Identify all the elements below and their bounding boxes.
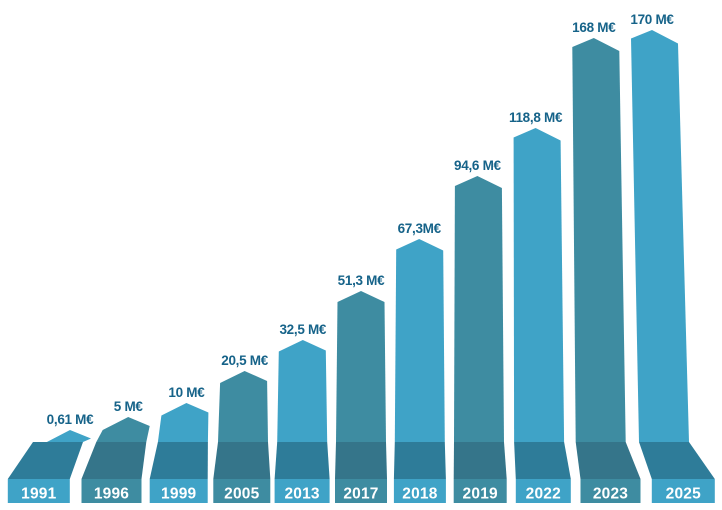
bar-body xyxy=(572,38,626,442)
bar-1996: 1996 5 M€ xyxy=(81,399,150,503)
bar-pedestal xyxy=(393,442,446,479)
bar-base xyxy=(213,479,271,503)
year-label: 2005 xyxy=(224,486,259,503)
year-label: 1996 xyxy=(94,486,129,503)
year-label: 1991 xyxy=(21,486,56,503)
year-label: 2022 xyxy=(526,486,561,503)
bar-body xyxy=(394,239,445,442)
year-label: 2013 xyxy=(284,486,319,503)
bar-1999: 1999 10 M€ xyxy=(149,385,209,503)
value-label: 170 M€ xyxy=(630,12,674,27)
year-label: 2025 xyxy=(666,486,701,503)
bar-pedestal xyxy=(335,442,387,479)
bar-1991: 1991 0,61 M€ xyxy=(7,412,94,503)
bar-body xyxy=(218,371,268,442)
value-label: 168 M€ xyxy=(572,20,616,35)
bar-pedestal xyxy=(274,442,330,479)
year-label: 1999 xyxy=(161,486,196,503)
bar-2013: 2013 32,5 M€ xyxy=(274,322,330,503)
value-label: 94,6 M€ xyxy=(454,158,501,173)
bar-body xyxy=(157,403,209,442)
year-label: 2018 xyxy=(402,486,437,503)
value-label: 118,8 M€ xyxy=(509,110,563,125)
value-label: 32,5 M€ xyxy=(279,322,326,337)
year-label: 2017 xyxy=(343,486,378,503)
bar-body xyxy=(96,417,150,442)
bar-pedestal xyxy=(575,442,641,479)
bar-base xyxy=(81,479,142,503)
bar-base xyxy=(149,479,208,503)
bar-base xyxy=(515,479,571,503)
bar-2025: 2025 170 M€ xyxy=(630,12,715,503)
bar-base xyxy=(274,479,330,503)
bar-base xyxy=(335,479,387,503)
bar-pedestal xyxy=(7,442,83,479)
bar-pedestal xyxy=(514,442,571,479)
bar-body xyxy=(336,291,386,442)
bar-body xyxy=(454,176,504,442)
bar-pedestal xyxy=(213,442,271,479)
bar-body xyxy=(513,128,565,442)
bar-2019: 2019 94,6 M€ xyxy=(453,158,507,503)
bar-body xyxy=(277,340,328,442)
bar-pedestal xyxy=(453,442,507,479)
bar-body xyxy=(631,30,689,442)
bar-pedestal xyxy=(81,442,147,479)
bar-pedestal xyxy=(639,442,715,479)
year-label: 2019 xyxy=(463,486,498,503)
value-label: 67,3M€ xyxy=(398,221,442,236)
bar-2022: 2022 118,8 M€ xyxy=(509,110,571,503)
value-label: 0,61 M€ xyxy=(47,412,94,427)
bar-2005: 2005 20,5 M€ xyxy=(213,353,271,503)
value-label: 10 M€ xyxy=(168,385,205,400)
year-label: 2023 xyxy=(593,486,628,503)
bar-2018: 2018 67,3M€ xyxy=(393,221,446,503)
bar-base xyxy=(7,479,70,503)
bar-base xyxy=(580,479,641,503)
bar-2017: 2017 51,3 M€ xyxy=(335,273,387,503)
bar-base xyxy=(453,479,507,503)
bar-body xyxy=(33,430,91,444)
bar-base xyxy=(651,479,715,503)
value-label: 51,3 M€ xyxy=(338,273,385,288)
bar-pedestal xyxy=(149,442,208,479)
bar-base xyxy=(393,479,446,503)
value-label: 20,5 M€ xyxy=(221,353,268,368)
bar-2023: 2023 168 M€ xyxy=(572,20,641,503)
value-label: 5 M€ xyxy=(114,399,144,414)
